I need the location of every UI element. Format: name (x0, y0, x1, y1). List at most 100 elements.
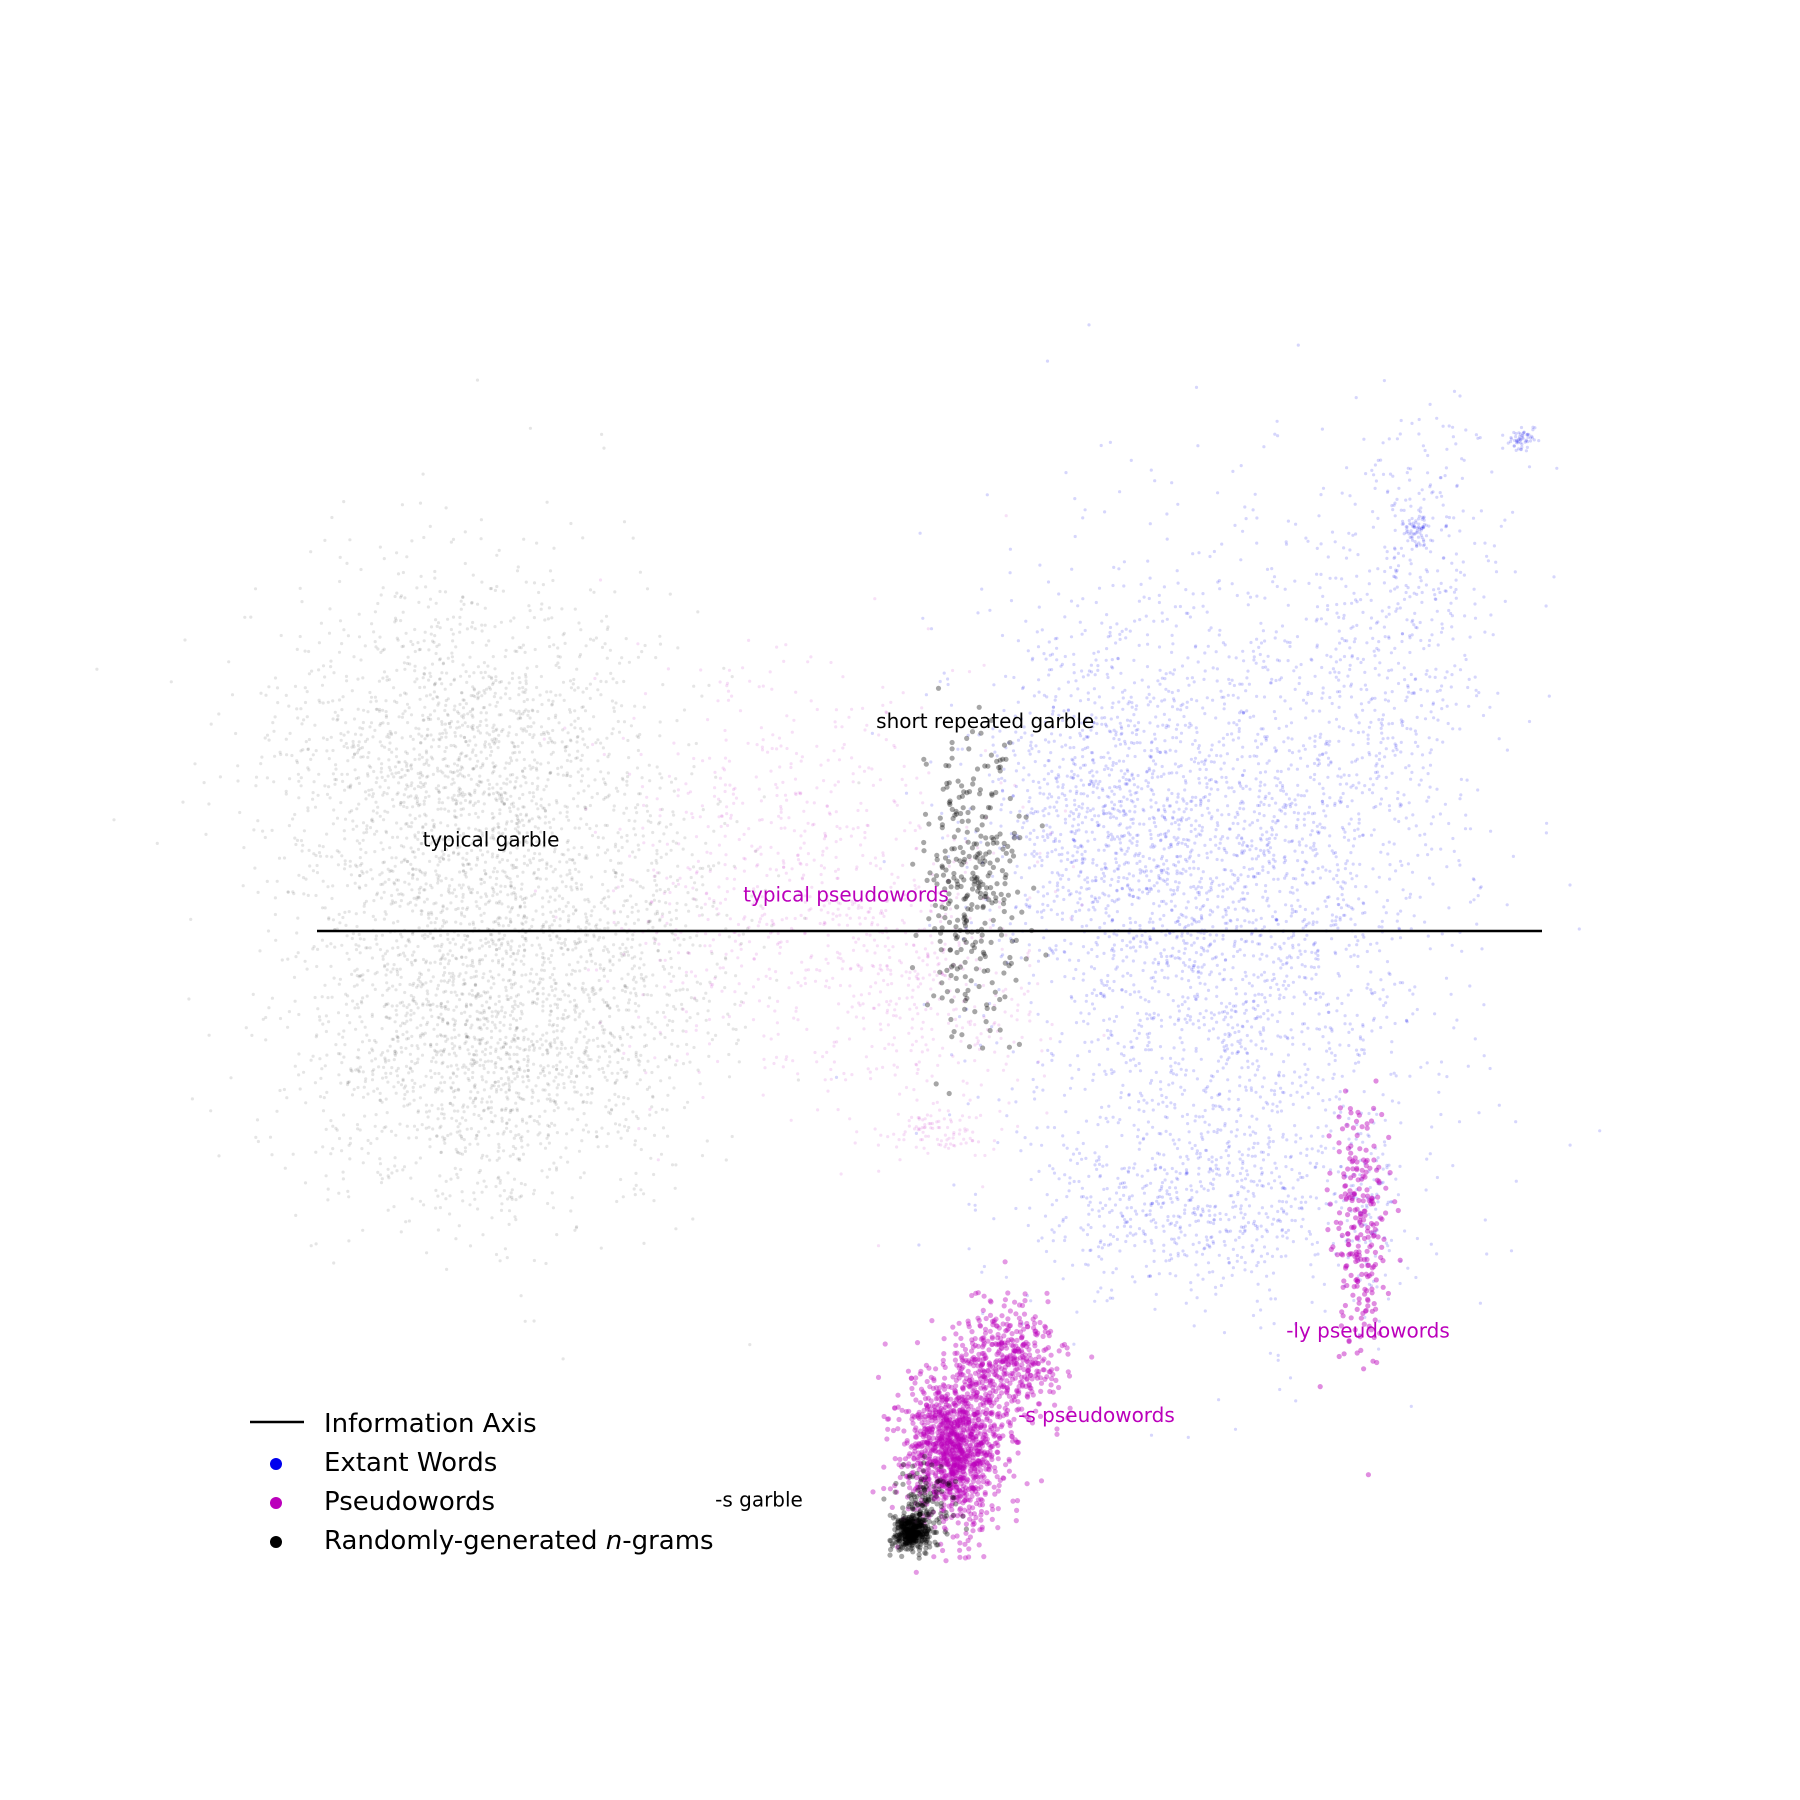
scatter-point (1251, 1222, 1256, 1226)
scatter-point (1258, 957, 1262, 961)
scatter-point (1188, 1015, 1193, 1019)
scatter-point (1150, 776, 1154, 780)
scatter-point (1400, 632, 1404, 636)
scatter-point (1263, 853, 1267, 857)
scatter-point (1150, 986, 1154, 990)
scatter-point (1336, 897, 1340, 901)
scatter-point (1211, 1103, 1215, 1107)
scatter-point (747, 638, 751, 643)
scatter-point (1138, 924, 1142, 928)
scatter-point (1270, 1222, 1274, 1226)
scatter-point (1149, 787, 1153, 791)
scatter-point (1217, 1398, 1221, 1402)
scatter-point (1029, 811, 1033, 815)
scatter-point (1511, 854, 1515, 859)
scatter-point (1355, 943, 1359, 947)
scatter-point (1372, 1279, 1376, 1283)
scatter-point (1302, 1022, 1307, 1026)
scatter-point (1284, 724, 1289, 728)
scatter-point (1367, 700, 1371, 704)
scatter-point (716, 699, 720, 703)
scatter-point (1432, 588, 1436, 592)
scatter-point (1060, 911, 1065, 915)
scatter-point (1177, 949, 1181, 954)
scatter-point (1137, 990, 1141, 994)
scatter-point (1110, 948, 1114, 952)
scatter-point (1132, 936, 1136, 940)
scatter-point (1304, 1073, 1308, 1077)
scatter-point (1190, 1188, 1194, 1192)
scatter-point (1276, 769, 1280, 773)
scatter-point (1138, 871, 1142, 875)
scatter-point (1106, 675, 1110, 680)
scatter-point (1361, 1140, 1365, 1144)
scatter-point (859, 843, 863, 847)
scatter-point (987, 773, 992, 777)
scatter-point (1095, 820, 1099, 824)
scatter-point (645, 795, 649, 799)
scatter-point (1145, 886, 1149, 891)
scatter-point (968, 807, 972, 811)
scatter-point (1075, 858, 1079, 863)
scatter-point (1186, 900, 1190, 904)
scatter-point (1480, 947, 1484, 951)
scatter-point (1370, 791, 1375, 795)
scatter-point (1477, 691, 1481, 695)
scatter-point (997, 938, 1001, 943)
scatter-point (1104, 1203, 1108, 1207)
scatter-point (1123, 811, 1127, 815)
scatter-point (1302, 990, 1306, 994)
scatter-point (1080, 721, 1084, 725)
scatter-point (1096, 900, 1100, 904)
scatter-point (778, 765, 782, 769)
scatter-point (1397, 486, 1401, 490)
scatter-point (1190, 967, 1194, 971)
scatter-point (1055, 894, 1059, 898)
scatter-point (1314, 619, 1318, 623)
scatter-point (1244, 689, 1248, 693)
scatter-point (1151, 1017, 1155, 1021)
scatter-point (1093, 701, 1097, 705)
scatter-point (1093, 908, 1097, 912)
scatter-point (1347, 838, 1351, 842)
scatter-point (1117, 897, 1121, 901)
scatter-point (1146, 1044, 1150, 1048)
scatter-point (1408, 572, 1412, 576)
scatter-point (1172, 835, 1176, 839)
scatter-point (1040, 858, 1044, 863)
scatter-point (1357, 1053, 1361, 1057)
scatter-point (1227, 1260, 1231, 1265)
scatter-point (1148, 522, 1152, 526)
scatter-point (1279, 788, 1283, 793)
scatter-point (1473, 602, 1477, 606)
scatter-point (1240, 836, 1244, 840)
scatter-point (756, 924, 760, 928)
scatter-point (1261, 1158, 1266, 1162)
scatter-point (1243, 819, 1247, 823)
scatter-point (770, 746, 774, 751)
scatter-point (1130, 772, 1134, 776)
scatter-point (1380, 723, 1384, 727)
scatter-point (1156, 833, 1160, 838)
scatter-point (1245, 1051, 1250, 1056)
scatter-point (1097, 1255, 1101, 1259)
scatter-point (1323, 1309, 1327, 1313)
scatter-point (1142, 870, 1146, 874)
scatter-point (1246, 1153, 1250, 1157)
scatter-point (1400, 863, 1404, 868)
scatter-point (1137, 1108, 1141, 1112)
scatter-point (982, 1014, 986, 1018)
scatter-point (1316, 763, 1320, 768)
scatter-point (1029, 1177, 1033, 1182)
scatter-point (1259, 1326, 1263, 1330)
scatter-point (1459, 777, 1463, 782)
scatter-point (1269, 1186, 1273, 1190)
scatter-point (1272, 972, 1276, 976)
scatter-point (863, 916, 867, 921)
scatter-point (1177, 881, 1181, 885)
scatter-point (1050, 668, 1054, 672)
scatter-point (1072, 839, 1076, 843)
scatter-point (1342, 835, 1346, 839)
scatter-point (1399, 418, 1403, 423)
scatter-point (1128, 789, 1132, 793)
